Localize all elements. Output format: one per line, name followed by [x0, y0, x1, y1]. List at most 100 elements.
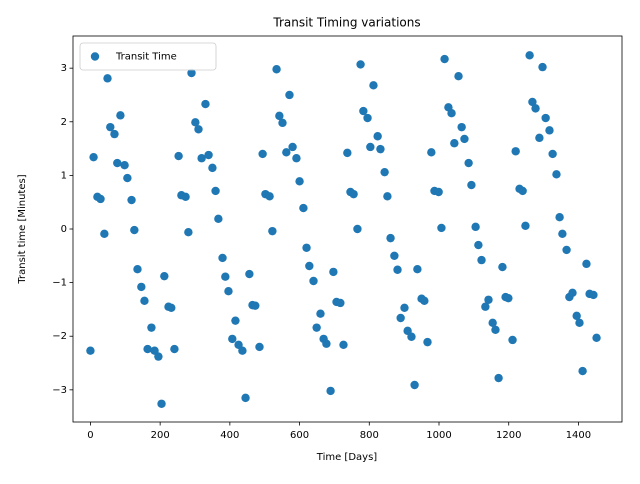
- point: [133, 265, 142, 274]
- point: [494, 373, 503, 383]
- point: [488, 318, 497, 328]
- point: [528, 97, 537, 107]
- point: [292, 154, 301, 163]
- point: [241, 393, 250, 403]
- y-tick-label: 0: [61, 224, 67, 235]
- point: [437, 223, 446, 233]
- point: [477, 255, 486, 265]
- point: [194, 125, 203, 134]
- point: [511, 147, 520, 156]
- x-tick-label: 200: [151, 430, 170, 441]
- point: [548, 149, 557, 159]
- point: [359, 106, 368, 116]
- point: [316, 309, 325, 318]
- point: [481, 302, 490, 311]
- point: [356, 60, 365, 69]
- point: [181, 192, 190, 202]
- plot-frame: [72, 35, 623, 423]
- point: [265, 192, 274, 201]
- x-tick-label: 1000: [426, 430, 451, 441]
- point: [336, 298, 345, 308]
- point: [96, 194, 105, 204]
- point: [100, 229, 109, 239]
- point: [454, 72, 463, 81]
- point: [191, 118, 200, 127]
- point: [326, 386, 335, 396]
- point: [288, 142, 297, 152]
- y-tick-label: 3: [61, 63, 67, 74]
- point: [238, 346, 247, 355]
- point: [538, 62, 547, 72]
- point: [562, 245, 571, 255]
- point: [390, 251, 399, 261]
- point: [302, 243, 311, 252]
- point: [376, 144, 385, 154]
- point: [400, 303, 409, 313]
- point: [423, 337, 432, 347]
- point: [349, 189, 358, 199]
- point: [147, 323, 156, 332]
- point: [285, 90, 294, 100]
- point: [427, 148, 436, 157]
- point: [504, 293, 513, 303]
- point: [214, 214, 223, 224]
- point: [518, 186, 527, 196]
- point: [113, 158, 122, 168]
- point: [369, 81, 378, 90]
- point: [420, 296, 429, 306]
- point: [231, 316, 240, 325]
- point: [120, 161, 129, 170]
- point: [116, 111, 125, 120]
- point: [413, 265, 422, 274]
- point: [309, 276, 318, 286]
- point: [251, 301, 260, 310]
- point: [531, 104, 540, 113]
- point: [474, 240, 483, 250]
- point: [484, 295, 493, 304]
- point: [275, 111, 284, 121]
- point: [575, 318, 584, 328]
- point: [224, 286, 233, 296]
- y-axis-label: Transit time [Minutes]: [17, 174, 28, 284]
- point: [312, 323, 321, 332]
- x-tick-label: 1200: [496, 430, 521, 441]
- point: [268, 226, 277, 236]
- x-tick-label: 600: [290, 430, 309, 441]
- point: [555, 213, 564, 222]
- point: [589, 290, 598, 300]
- point: [440, 54, 449, 64]
- point: [491, 325, 500, 334]
- point: [201, 99, 210, 109]
- point: [353, 224, 362, 234]
- point: [187, 68, 196, 78]
- x-tick-label: 0: [87, 430, 93, 441]
- point: [498, 262, 507, 272]
- point: [137, 282, 146, 292]
- point: [471, 222, 480, 232]
- point: [460, 134, 469, 144]
- point: [578, 366, 587, 376]
- point: [535, 133, 544, 143]
- point: [208, 163, 217, 173]
- point: [221, 272, 230, 281]
- point: [383, 192, 392, 201]
- point: [525, 51, 534, 60]
- point: [228, 334, 237, 344]
- point: [558, 229, 567, 239]
- point: [339, 340, 348, 349]
- point: [447, 109, 456, 118]
- point: [258, 149, 267, 159]
- point: [386, 233, 395, 243]
- x-axis-label: Time [Days]: [316, 452, 378, 463]
- point: [218, 253, 227, 263]
- point: [127, 195, 136, 205]
- legend-box: [79, 42, 217, 71]
- point: [464, 158, 473, 168]
- point: [410, 380, 419, 390]
- point: [197, 154, 206, 163]
- point: [457, 122, 466, 132]
- y-tick-label: 1: [61, 170, 67, 181]
- point: [572, 311, 581, 321]
- point: [366, 142, 375, 152]
